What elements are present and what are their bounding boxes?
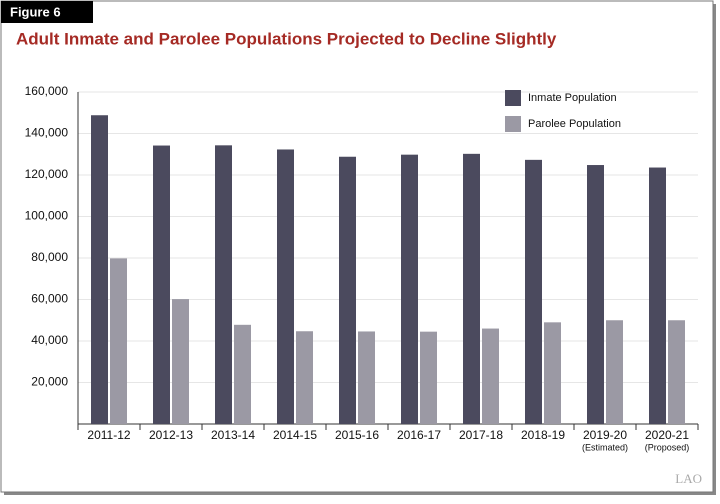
bar: [482, 328, 499, 424]
x-tick-label: 2014-15: [273, 428, 317, 442]
figure-label: Figure 6: [10, 4, 61, 19]
bar: [358, 331, 375, 424]
figure-label-box: [1, 1, 93, 23]
legend-swatch: [505, 116, 521, 132]
source-logo: LAO: [675, 471, 702, 486]
bar: [401, 154, 418, 425]
bar: [339, 156, 356, 425]
legend-swatch: [505, 90, 521, 106]
y-tick-label: 120,000: [25, 167, 69, 181]
bar: [277, 149, 294, 425]
x-tick-label: 2018-19: [521, 428, 565, 442]
bar: [525, 159, 542, 425]
x-tick-label: 2013-14: [211, 428, 255, 442]
bar: [153, 145, 170, 424]
bar: [172, 299, 189, 424]
x-tick-label: 2019-20: [583, 428, 627, 442]
x-tick-label: 2016-17: [397, 428, 441, 442]
y-tick-label: 20,000: [31, 375, 68, 389]
bar: [215, 145, 232, 424]
bar: [587, 165, 604, 425]
y-tick-label: 160,000: [25, 84, 69, 98]
legend-label: Inmate Population: [528, 92, 617, 104]
bar: [296, 331, 313, 424]
bar: [544, 322, 561, 424]
x-tick-label: 2012-13: [149, 428, 193, 442]
y-tick-label: 80,000: [31, 250, 68, 264]
chart-title: Adult Inmate and Parolee Populations Pro…: [16, 29, 557, 48]
legend-label: Parolee Population: [528, 118, 621, 130]
x-tick-label: 2011-12: [87, 428, 130, 442]
bar: [420, 331, 437, 424]
y-tick-label: 140,000: [25, 126, 69, 140]
x-tick-note: (Estimated): [582, 442, 628, 452]
y-tick-label: 40,000: [31, 333, 68, 347]
bar: [234, 324, 251, 424]
bar: [606, 320, 623, 424]
bar: [110, 258, 127, 424]
y-tick-label: 60,000: [31, 292, 68, 306]
y-tick-label: 100,000: [25, 209, 69, 223]
bar: [668, 320, 685, 424]
bar: [649, 167, 666, 424]
x-tick-note: (Proposed): [645, 442, 690, 452]
x-tick-label: 2020-21: [645, 428, 689, 442]
x-tick-label: 2015-16: [335, 428, 379, 442]
bar: [91, 115, 108, 425]
x-tick-label: 2017-18: [459, 428, 503, 442]
bar: [463, 153, 480, 424]
